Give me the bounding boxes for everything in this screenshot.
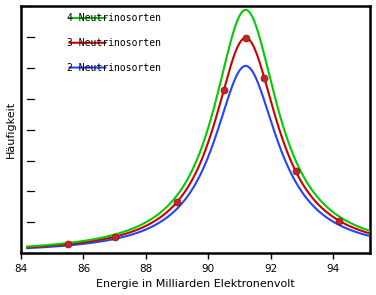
Text: 2 Neutrinosorten: 2 Neutrinosorten [67, 63, 161, 73]
X-axis label: Energie in Milliarden Elektronenvolt: Energie in Milliarden Elektronenvolt [96, 279, 295, 289]
Text: 4 Neutrinosorten: 4 Neutrinosorten [67, 13, 161, 23]
Text: 3 Neutrinosorten: 3 Neutrinosorten [67, 38, 161, 48]
Y-axis label: Häufigkeit: Häufigkeit [6, 101, 15, 158]
